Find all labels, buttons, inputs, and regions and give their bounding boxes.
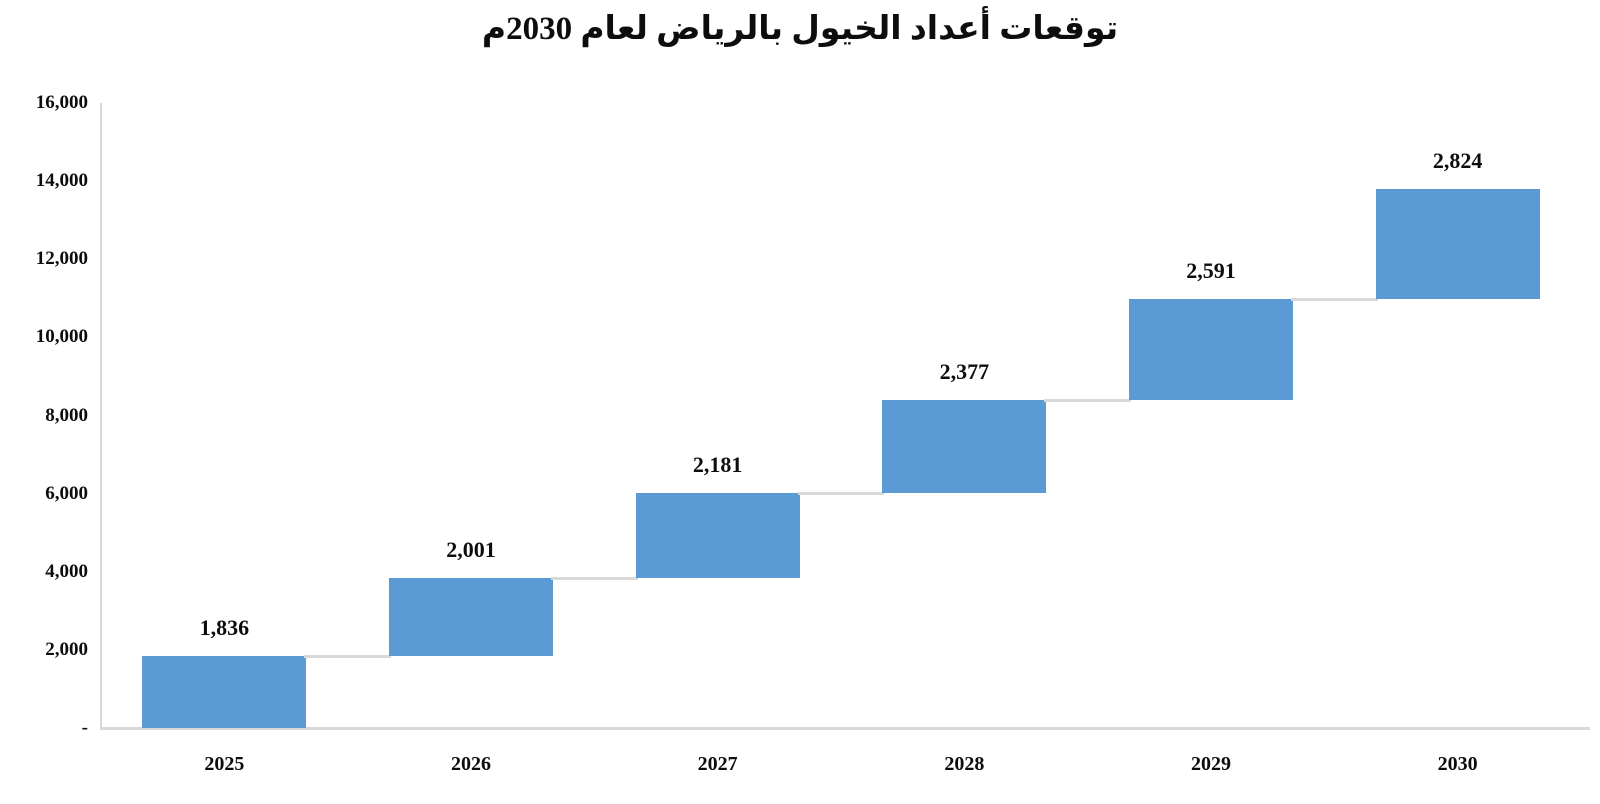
connector-line bbox=[797, 491, 885, 495]
bar-2026 bbox=[389, 578, 553, 657]
y-axis-tick-label: 12,000 bbox=[35, 248, 88, 270]
y-axis-tick-label: 2,000 bbox=[45, 638, 88, 660]
chart-title: توقعات أعداد الخيول بالرياض لعام 2030م bbox=[481, 11, 1119, 47]
bar-2028 bbox=[882, 400, 1047, 493]
bar-value-label: 2,377 bbox=[939, 359, 990, 385]
connector-line bbox=[551, 577, 638, 581]
bar-value-label: 2,181 bbox=[692, 451, 743, 477]
connector-line bbox=[1044, 399, 1131, 403]
bar-2025 bbox=[142, 656, 307, 728]
y-axis-tick-label: 8,000 bbox=[45, 404, 88, 426]
x-axis-tick-label: 2027 bbox=[697, 753, 738, 775]
y-axis-tick-label: 10,000 bbox=[35, 326, 88, 348]
x-axis-tick-label: 2030 bbox=[1437, 753, 1478, 775]
bar-2030 bbox=[1375, 188, 1540, 299]
x-axis-tick-label: 2026 bbox=[451, 753, 491, 775]
bar-value-label: 1,836 bbox=[199, 615, 250, 641]
x-axis-tick-label: 2028 bbox=[944, 753, 985, 775]
x-axis-tick-label: 2025 bbox=[204, 753, 245, 775]
bar-value-label: 2,824 bbox=[1432, 147, 1483, 173]
x-axis-tick-label: 2029 bbox=[1191, 753, 1231, 775]
y-axis-tick-label: 14,000 bbox=[35, 170, 88, 192]
y-axis-tick-label: - bbox=[81, 717, 88, 738]
y-axis-tick-label: 4,000 bbox=[45, 560, 88, 582]
y-axis-tick-label: 6,000 bbox=[45, 482, 88, 504]
connector-line bbox=[1291, 297, 1378, 301]
y-axis-tick-label: 16,000 bbox=[35, 92, 88, 113]
connector-line bbox=[304, 655, 391, 659]
bar-value-label: 2,591 bbox=[1186, 257, 1236, 283]
bar-2029 bbox=[1129, 298, 1293, 401]
y-axis-line bbox=[100, 103, 102, 730]
bar-value-label: 2,001 bbox=[446, 537, 496, 563]
x-axis-line bbox=[100, 727, 1590, 730]
bar-2027 bbox=[635, 492, 800, 579]
